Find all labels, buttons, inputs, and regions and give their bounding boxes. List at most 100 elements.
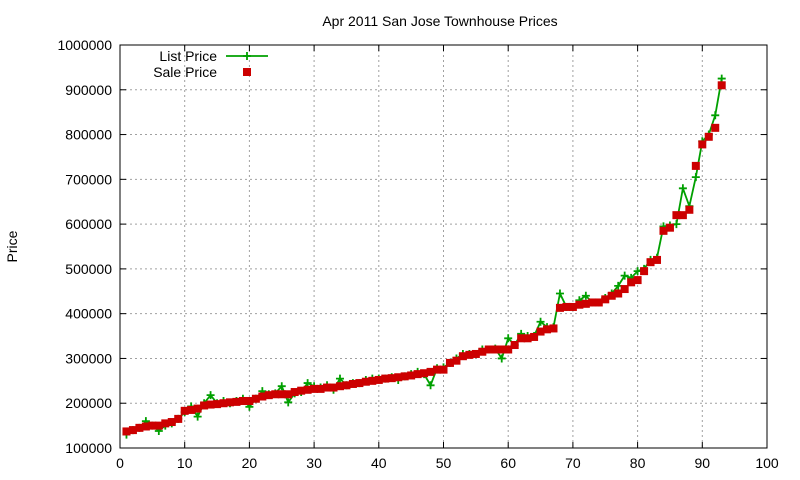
sale-price-point (646, 258, 655, 267)
x-tick-label: 50 (436, 455, 452, 471)
x-tick-label: 100 (755, 455, 779, 471)
list-price-line (125, 78, 723, 436)
sale-price-point (154, 421, 163, 430)
axis-ticks: 0 10 20 30 40 50 60 70 80 90 100 100000 200000 300000… (57, 37, 778, 471)
legend-marker-sale-price (243, 68, 251, 76)
sale-price-point (335, 382, 344, 391)
sale-price-point (187, 405, 196, 414)
sale-price-point (213, 400, 222, 409)
sale-price-point (659, 226, 668, 235)
sale-price-point (141, 422, 150, 431)
sale-price-point (633, 276, 642, 285)
sale-price-point (543, 325, 552, 334)
x-tick-label: 10 (177, 455, 193, 471)
sale-price-point (562, 302, 571, 311)
sale-price-point (148, 421, 157, 430)
sale-price-point (400, 372, 409, 381)
sale-price-point (653, 255, 662, 264)
sale-price-point (704, 132, 713, 141)
y-tick-label: 100000 (65, 440, 112, 456)
x-tick-label: 0 (116, 455, 124, 471)
sale-price-point (368, 376, 377, 385)
sale-price-point (627, 278, 636, 287)
sale-price-point (471, 349, 480, 358)
sale-price-point (530, 332, 539, 341)
sale-price-point (452, 356, 461, 365)
sale-price-point (588, 298, 597, 307)
list-price-point (555, 289, 564, 298)
sale-price-point (284, 390, 293, 399)
list-price-point (284, 398, 293, 407)
data-series (122, 74, 726, 439)
sale-price-point (232, 397, 241, 406)
list-price-point (678, 184, 687, 193)
list-price-point (335, 374, 344, 383)
sale-price-point (381, 374, 390, 383)
sale-price-point (458, 352, 467, 361)
sale-price-point (691, 161, 700, 170)
sale-price-point (640, 267, 649, 276)
sale-price-point (607, 291, 616, 300)
sale-price-point (290, 388, 299, 397)
list-price-point (193, 412, 202, 421)
sale-price-point (426, 367, 435, 376)
legend-marker-list-price (243, 52, 251, 60)
sale-price-point (510, 341, 519, 350)
sale-price-point (478, 347, 487, 356)
sale-price-point (536, 327, 545, 336)
sale-price-point (355, 379, 364, 388)
sale-price-point (555, 303, 564, 312)
sale-price-point (361, 377, 370, 386)
list-price-point (711, 111, 720, 120)
sale-price-point (161, 419, 170, 428)
sale-price-point (277, 390, 286, 399)
sale-price-point (549, 324, 558, 333)
sale-price-point (135, 423, 144, 432)
sale-price-point (717, 81, 726, 90)
list-price-point (536, 317, 545, 326)
sale-price-point (348, 379, 357, 388)
list-price-point (303, 379, 312, 388)
legend: List Price Sale Price (153, 48, 268, 80)
sale-price-point (575, 300, 584, 309)
sale-price-point (394, 373, 403, 382)
sale-price-point (128, 426, 137, 435)
sale-price-point (433, 365, 442, 374)
sale-price-point (329, 383, 338, 392)
y-tick-label: 500000 (65, 261, 112, 277)
sale-price-point (698, 140, 707, 149)
sale-price-point (678, 211, 687, 220)
sale-price-point (568, 302, 577, 311)
sale-price-point (174, 414, 183, 423)
chart-title: Apr 2011 San Jose Townhouse Prices (322, 13, 557, 29)
sale-price-point (219, 399, 228, 408)
sale-price-point (439, 365, 448, 374)
sale-price-point (193, 404, 202, 413)
y-tick-label: 600000 (65, 216, 112, 232)
list-price-point (504, 334, 513, 343)
list-price-point (620, 271, 629, 280)
list-price-point (206, 391, 215, 400)
sale-price-point (665, 223, 674, 232)
sale-price-point (225, 398, 234, 407)
sale-price-point (238, 396, 247, 405)
sale-price-point (310, 384, 319, 393)
x-tick-label: 80 (630, 455, 646, 471)
grid-lines (120, 45, 767, 448)
sale-price-point (271, 390, 280, 399)
y-tick-label: 200000 (65, 395, 112, 411)
sale-price-point (200, 401, 209, 410)
x-tick-label: 90 (695, 455, 711, 471)
y-axis-label: Price (4, 230, 20, 262)
sale-price-point (594, 298, 603, 307)
y-tick-label: 400000 (65, 306, 112, 322)
sale-price-point (167, 418, 176, 427)
sale-price-point (180, 406, 189, 415)
sale-price-point (491, 345, 500, 354)
x-tick-label: 70 (565, 455, 581, 471)
sale-price-point (465, 350, 474, 359)
sale-price-point (504, 345, 513, 354)
sale-price-point (323, 383, 332, 392)
sale-price-point (297, 386, 306, 395)
